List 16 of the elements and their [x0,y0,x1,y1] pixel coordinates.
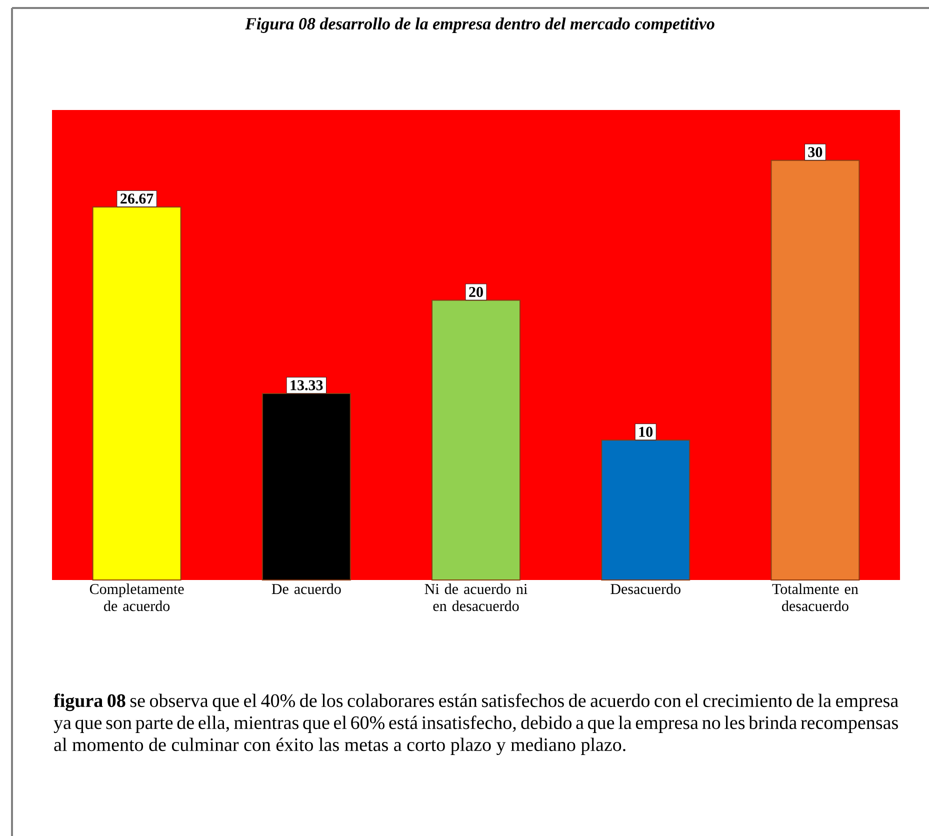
bar [601,440,690,581]
x-tick-label: De acuerdo [272,584,341,594]
data-label: 26.67 [120,194,154,204]
x-tick-label: Desacuerdo [610,584,680,594]
x-tick-label: Ni de acuerdo ni en desacuerdo [424,584,528,612]
data-label: 13.33 [290,380,323,390]
data-label: 20 [469,286,483,298]
chart-title: Figura 08 desarrollo de la empresa dentro del mercado competitivo [245,18,714,33]
data-label: 30 [808,147,822,158]
bar [770,160,860,581]
x-tick-label: Totalmente en desacuerdo [772,584,858,612]
text: figura 08 se observa que el 40% de los colaborares están satisfechos de acuerdo con el crecimiento de la empresa ya que son parte de ella, mientras que el 60% está insatisfecho, debido a que la empresa no les brinda recompensas al momento de culminar con éxito las metas a corto plazo y mediano plazo. [54,694,898,756]
x-tick-label: Completamente de acuerdo [90,584,184,612]
data-label: 10 [639,426,653,437]
bar [92,206,182,581]
bar [432,300,521,581]
